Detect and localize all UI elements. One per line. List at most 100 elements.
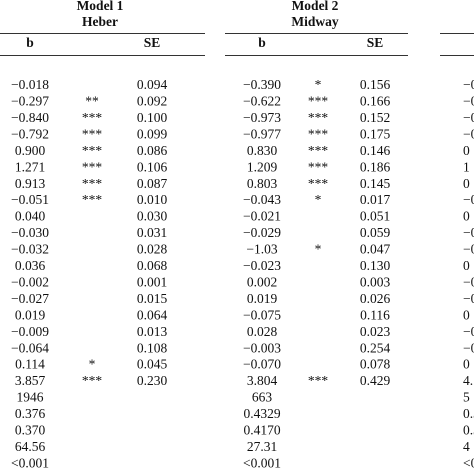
column-header: SE — [144, 35, 161, 50]
coefficient: −0 — [463, 291, 474, 306]
coefficient: 0.900 — [15, 143, 46, 158]
significance: * — [315, 77, 322, 92]
column-header: b — [258, 35, 266, 50]
coefficient: −0.023 — [243, 258, 281, 273]
coefficient: −0 — [463, 324, 474, 339]
coefficient: −0 — [463, 94, 474, 109]
coefficient: 0.3 — [463, 406, 474, 421]
standard-error: 0.092 — [137, 94, 167, 109]
significance: *** — [308, 176, 329, 191]
coefficient: −0.973 — [243, 110, 281, 125]
standard-error: 0.186 — [360, 159, 391, 174]
coefficient: −0 — [463, 225, 474, 240]
column-header: b — [26, 35, 34, 50]
coefficient: 0.3 — [463, 423, 474, 438]
model-subtitle: Midway — [291, 14, 339, 29]
standard-error: 0.108 — [137, 340, 168, 355]
standard-error: 0.023 — [360, 324, 391, 339]
significance: *** — [308, 143, 329, 158]
standard-error: 0.230 — [137, 373, 168, 388]
coefficient: 0.040 — [15, 209, 46, 224]
coefficient: −0.043 — [243, 192, 281, 207]
standard-error: 0.254 — [360, 340, 391, 355]
significance: * — [315, 192, 322, 207]
standard-error: 0.429 — [360, 373, 391, 388]
coefficient: <0.001 — [11, 455, 49, 470]
significance: *** — [82, 110, 103, 125]
coefficient: 0.028 — [247, 324, 278, 339]
standard-error: 0.051 — [360, 209, 390, 224]
coefficient: 1 — [463, 159, 470, 174]
standard-error: 0.028 — [137, 242, 168, 257]
model-subtitle: Heber — [82, 14, 118, 29]
significance: *** — [308, 94, 329, 109]
coefficient: 4 — [463, 439, 470, 454]
coefficient: 1946 — [17, 390, 44, 405]
coefficient: −0.977 — [243, 126, 281, 141]
coefficient: −0.064 — [11, 340, 49, 355]
coefficient: 0 — [463, 307, 470, 322]
significance: * — [89, 357, 96, 372]
coefficient: 3.857 — [15, 373, 46, 388]
standard-error: 0.116 — [360, 307, 390, 322]
standard-error: 0.146 — [360, 143, 391, 158]
standard-error: 0.086 — [137, 143, 168, 158]
coefficient: 0 — [463, 258, 470, 273]
standard-error: 0.003 — [360, 274, 391, 289]
coefficient: −0.002 — [11, 274, 49, 289]
coefficient: 663 — [252, 390, 273, 405]
standard-error: 0.001 — [137, 274, 167, 289]
coefficient: 0.4170 — [243, 423, 280, 438]
significance: *** — [82, 159, 103, 174]
coefficient: 0.913 — [15, 176, 46, 191]
standard-error: 0.031 — [137, 225, 167, 240]
standard-error: 0.166 — [360, 94, 391, 109]
standard-error: 0.059 — [360, 225, 391, 240]
significance: *** — [82, 373, 103, 388]
standard-error: 0.015 — [137, 291, 168, 306]
coefficient: 0.4329 — [243, 406, 280, 421]
coefficient: −0.029 — [243, 225, 281, 240]
model-title: Model 1 — [77, 0, 124, 13]
coefficient: −0 — [463, 192, 474, 207]
standard-error: 0.045 — [137, 357, 168, 372]
significance: *** — [308, 110, 329, 125]
coefficient: −0.030 — [11, 225, 49, 240]
significance: *** — [82, 126, 103, 141]
standard-error: 0.078 — [360, 357, 391, 372]
coefficient: 0 — [463, 176, 470, 191]
coefficient: 0.002 — [247, 274, 277, 289]
standard-error: 0.068 — [137, 258, 168, 273]
coefficient: 0.019 — [247, 291, 278, 306]
significance: ** — [85, 94, 99, 109]
coefficient: 0.803 — [247, 176, 278, 191]
coefficient: −0.792 — [11, 126, 49, 141]
standard-error: 0.099 — [137, 126, 168, 141]
coefficient: <0.001 — [243, 455, 281, 470]
coefficient: <0 — [463, 455, 474, 470]
standard-error: 0.047 — [360, 242, 391, 257]
coefficient: −0.840 — [11, 110, 49, 125]
coefficient: −0.009 — [11, 324, 49, 339]
coefficient: 27.31 — [247, 439, 277, 454]
coefficient: −0.051 — [11, 192, 49, 207]
significance: *** — [82, 143, 103, 158]
coefficient: −0.021 — [243, 209, 281, 224]
significance: *** — [308, 126, 329, 141]
coefficient: −0.070 — [243, 357, 281, 372]
standard-error: 0.130 — [360, 258, 391, 273]
significance: *** — [308, 373, 329, 388]
coefficient: 0.370 — [15, 423, 46, 438]
coefficient: −0 — [463, 110, 474, 125]
standard-error: 0.010 — [137, 192, 168, 207]
coefficient: −0.027 — [11, 291, 49, 306]
coefficient: −0.297 — [11, 94, 49, 109]
standard-error: 0.145 — [360, 176, 391, 191]
coefficient: 0 — [463, 357, 470, 372]
coefficient: 0 — [463, 209, 470, 224]
significance: * — [315, 242, 322, 257]
coefficient: −0.622 — [243, 94, 281, 109]
coefficient: 3.804 — [247, 373, 278, 388]
coefficient: 0.036 — [15, 258, 46, 273]
